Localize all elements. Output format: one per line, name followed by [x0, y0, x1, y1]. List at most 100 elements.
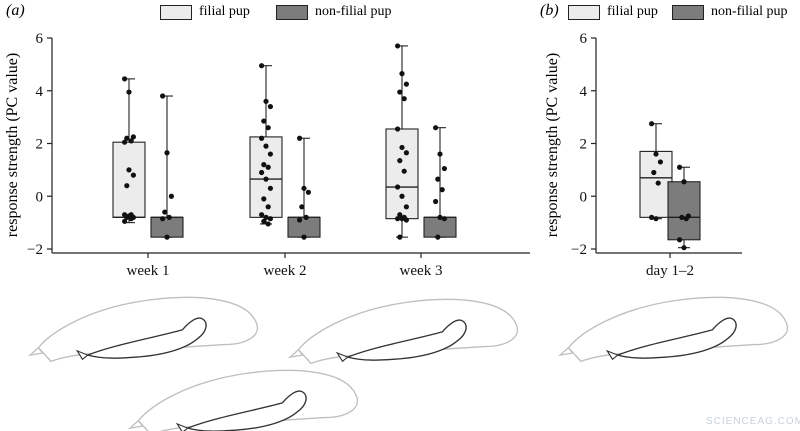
data-point-nonfilial — [435, 176, 441, 182]
seal-drawing-week1 — [27, 296, 259, 363]
data-point-nonfilial — [168, 193, 174, 199]
data-point-filial — [261, 118, 267, 124]
data-point-filial — [653, 151, 659, 157]
y-tick-label: −2 — [27, 242, 43, 258]
panel-label-b: (b) — [540, 2, 559, 19]
data-point-filial — [395, 126, 401, 132]
data-point-nonfilial — [681, 245, 687, 251]
data-point-nonfilial — [681, 179, 687, 185]
data-point-filial — [267, 216, 273, 222]
legend-label-filial: filial pup — [199, 4, 250, 19]
data-point-nonfilial — [160, 93, 166, 99]
data-point-filial — [395, 184, 401, 190]
y-tick-label: 2 — [36, 137, 44, 153]
data-point-nonfilial — [433, 198, 439, 205]
data-point-nonfilial — [301, 234, 307, 240]
data-point-nonfilial — [435, 234, 441, 240]
x-tick-label: week 2 — [264, 263, 307, 279]
data-point-filial — [128, 138, 134, 144]
pup-tail — [605, 349, 619, 361]
mother-seal-tail — [557, 346, 574, 357]
y-axis-label-a: response strength (PC value) — [4, 52, 21, 238]
seal-drawing-week2 — [287, 298, 519, 365]
box-nonfilial — [150, 216, 184, 238]
data-point-filial — [259, 212, 265, 218]
data-point-filial — [403, 217, 409, 223]
data-point-filial — [263, 176, 269, 182]
data-point-filial — [403, 204, 409, 210]
data-point-filial — [399, 216, 405, 222]
pup-body — [185, 390, 307, 431]
data-point-filial — [649, 214, 655, 220]
data-point-filial — [261, 162, 267, 168]
pup-body — [345, 319, 467, 361]
data-point-filial — [259, 63, 265, 69]
data-point-filial — [259, 135, 265, 141]
data-point-nonfilial — [437, 151, 443, 157]
data-point-filial — [267, 151, 273, 157]
chart-panel-b: −2 0 2 4 6 day 1–2 — [571, 31, 742, 279]
data-point-nonfilial — [433, 125, 439, 131]
data-point-filial — [263, 98, 269, 104]
data-point-nonfilial — [297, 217, 303, 223]
legend-b: filial pup non-filial pup — [568, 4, 788, 20]
box-nonfilial — [287, 216, 321, 238]
data-point-nonfilial — [677, 237, 683, 243]
data-point-filial — [399, 193, 405, 199]
y-tick-label: 6 — [36, 31, 44, 47]
data-point-nonfilial — [441, 216, 447, 222]
data-point-filial — [399, 71, 405, 77]
data-point-filial — [124, 214, 130, 220]
legend-swatch-nonfilial — [275, 4, 308, 20]
y-tick-label: 0 — [580, 189, 588, 205]
data-point-filial — [399, 144, 405, 151]
data-point-nonfilial — [160, 216, 166, 222]
legend-label-nonfilial-b: non-filial pup — [710, 4, 788, 19]
data-point-filial — [124, 183, 130, 189]
y-tick-label: 4 — [580, 84, 588, 100]
data-point-filial — [124, 135, 130, 141]
data-point-nonfilial — [299, 204, 305, 210]
box-filial — [112, 141, 146, 218]
data-point-filial — [403, 150, 409, 156]
mother-seal-tail — [127, 419, 144, 430]
data-point-filial — [397, 89, 403, 95]
data-point-filial — [657, 159, 664, 165]
watermark-text: SCIENCEAG.COM — [706, 416, 800, 427]
data-point-nonfilial — [437, 214, 443, 220]
legend-swatch-filial — [160, 4, 192, 20]
data-point-filial — [261, 218, 267, 224]
pup-body — [615, 317, 737, 359]
seal-drawing-week3 — [127, 369, 359, 431]
data-point-filial — [653, 216, 659, 222]
legend-item-nonfilial: non-filial pup — [275, 4, 392, 20]
legend-a: filial pup non-filial pup — [160, 4, 418, 20]
data-point-nonfilial — [439, 187, 445, 193]
data-point-nonfilial — [164, 150, 170, 156]
data-point-nonfilial — [297, 135, 303, 141]
data-point-filial — [401, 96, 407, 102]
data-point-nonfilial — [679, 214, 685, 220]
data-point-filial — [122, 218, 128, 224]
y-tick-label: 0 — [36, 189, 44, 205]
pup-body — [85, 317, 207, 359]
data-point-nonfilial — [305, 189, 311, 195]
data-point-nonfilial — [162, 209, 168, 215]
y-tick-label: −2 — [571, 242, 587, 258]
data-point-filial — [401, 168, 407, 174]
y-tick-label: 4 — [36, 84, 44, 100]
box-nonfilial — [667, 181, 701, 241]
data-point-filial — [267, 185, 273, 191]
data-point-filial — [122, 76, 128, 82]
data-point-nonfilial — [303, 214, 309, 220]
data-point-filial — [265, 204, 271, 210]
data-point-filial — [130, 134, 136, 140]
data-point-nonfilial — [166, 214, 172, 220]
data-point-filial — [263, 143, 269, 149]
panel-label-a: (a) — [6, 2, 25, 19]
data-point-nonfilial — [164, 234, 170, 240]
data-point-nonfilial — [677, 164, 683, 170]
data-point-filial — [122, 139, 128, 145]
data-point-filial — [397, 158, 403, 164]
data-point-nonfilial — [301, 185, 307, 191]
